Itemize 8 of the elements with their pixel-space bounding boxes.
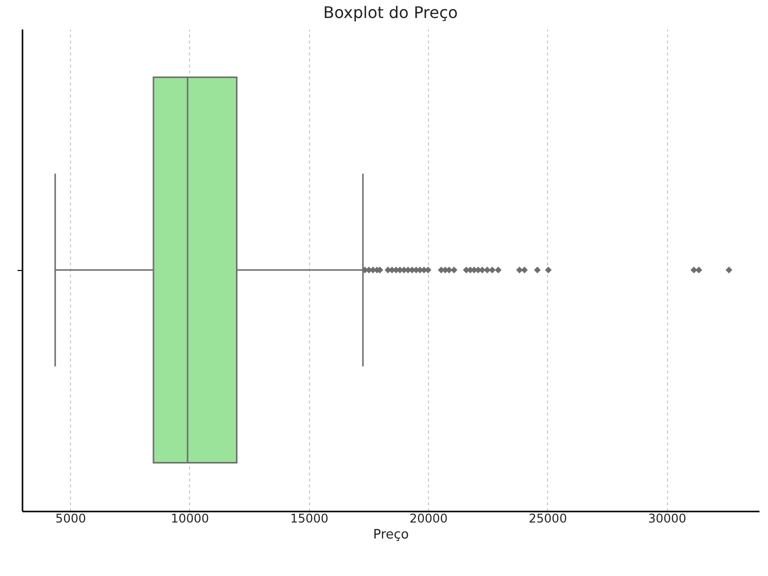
x-tick-label: 20000 [409, 512, 448, 526]
x-tick-label: 15000 [290, 512, 328, 526]
chart-title: Boxplot do Preço [323, 3, 458, 22]
x-tick-label: 25000 [528, 512, 567, 526]
x-tick-label: 10000 [170, 512, 210, 526]
x-axis-title: Preço [373, 528, 409, 542]
x-tick-label: 30000 [648, 512, 686, 526]
x-tick-label: 5000 [55, 512, 86, 526]
